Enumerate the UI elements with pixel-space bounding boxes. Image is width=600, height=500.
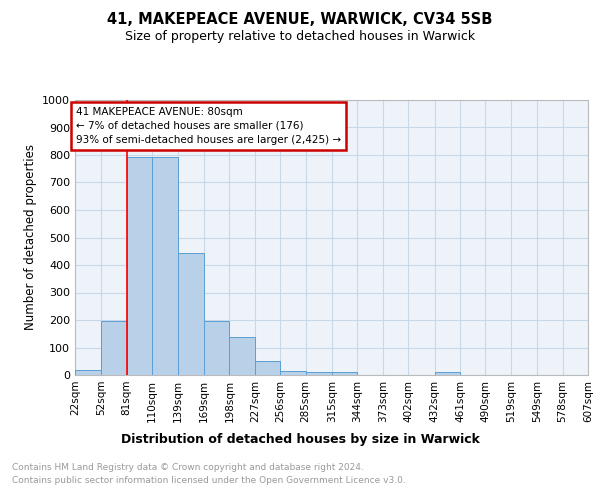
Bar — [280, 371, 305, 375]
Bar — [127, 157, 152, 375]
Text: Contains HM Land Registry data © Crown copyright and database right 2024.: Contains HM Land Registry data © Crown c… — [12, 462, 364, 471]
Bar — [204, 322, 229, 375]
Bar — [152, 157, 178, 375]
Bar — [101, 322, 127, 375]
Y-axis label: Number of detached properties: Number of detached properties — [23, 144, 37, 330]
Bar — [434, 372, 460, 375]
Bar — [229, 336, 255, 375]
Text: 41 MAKEPEACE AVENUE: 80sqm
← 7% of detached houses are smaller (176)
93% of semi: 41 MAKEPEACE AVENUE: 80sqm ← 7% of detac… — [76, 107, 341, 145]
Bar — [178, 253, 204, 375]
Bar — [75, 370, 101, 375]
Bar — [255, 361, 280, 375]
Text: Contains public sector information licensed under the Open Government Licence v3: Contains public sector information licen… — [12, 476, 406, 485]
Bar — [332, 372, 358, 375]
Text: 41, MAKEPEACE AVENUE, WARWICK, CV34 5SB: 41, MAKEPEACE AVENUE, WARWICK, CV34 5SB — [107, 12, 493, 28]
Text: Size of property relative to detached houses in Warwick: Size of property relative to detached ho… — [125, 30, 475, 43]
Bar — [305, 372, 332, 375]
Text: Distribution of detached houses by size in Warwick: Distribution of detached houses by size … — [121, 432, 479, 446]
